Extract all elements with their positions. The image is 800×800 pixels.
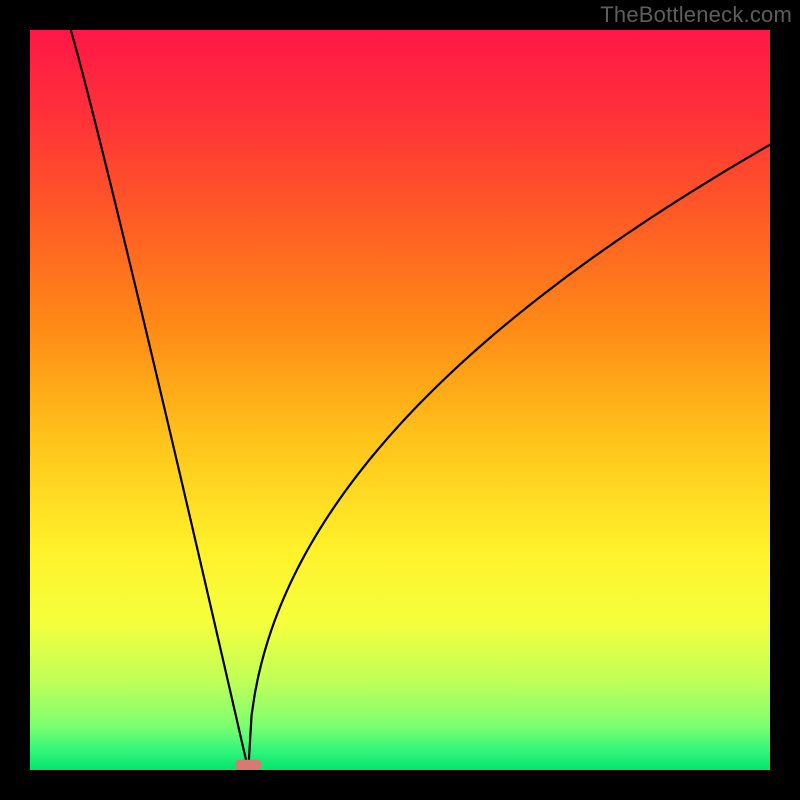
chart-container: TheBottleneck.com <box>0 0 800 800</box>
gradient-background <box>30 30 770 770</box>
watermark-text: TheBottleneck.com <box>600 2 792 28</box>
plot-svg <box>30 30 770 770</box>
plot-area <box>30 30 770 770</box>
min-marker <box>235 760 261 770</box>
